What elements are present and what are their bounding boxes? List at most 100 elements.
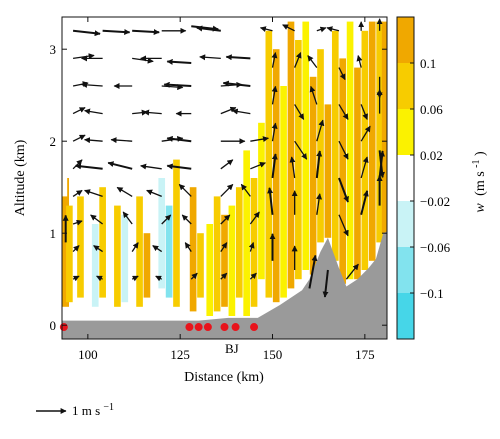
w-cell bbox=[69, 67, 77, 188]
y-tick-label: 3 bbox=[50, 42, 57, 57]
w-cell bbox=[265, 30, 273, 298]
wind-vector bbox=[250, 162, 266, 170]
x-tick-label: 175 bbox=[355, 347, 375, 362]
wind-vector bbox=[294, 52, 302, 68]
x-axis-label: Distance (km) bbox=[184, 370, 264, 385]
wind-vector bbox=[308, 254, 318, 289]
wind-vector bbox=[338, 67, 346, 81]
w-cell bbox=[189, 187, 197, 312]
wind-vector bbox=[84, 108, 103, 115]
colorbar-bin bbox=[397, 247, 414, 293]
wind-vector bbox=[282, 24, 295, 32]
w-cell bbox=[106, 233, 114, 293]
wind-vector bbox=[93, 245, 103, 253]
colorbar-bin bbox=[397, 17, 414, 63]
w-cell bbox=[295, 40, 302, 280]
w-cell bbox=[180, 214, 188, 293]
wind-vector bbox=[96, 275, 103, 282]
wind-vector bbox=[315, 150, 323, 179]
w-cell bbox=[66, 205, 73, 303]
w-cell bbox=[272, 49, 280, 303]
w-cell bbox=[213, 196, 221, 312]
wind-vector bbox=[307, 55, 318, 68]
observation-point bbox=[185, 323, 194, 332]
colorbar-tick-label: 0.02 bbox=[420, 148, 443, 163]
wind-vector bbox=[271, 153, 278, 179]
scale-arrow-legend: 1 m s −1 bbox=[36, 402, 114, 418]
wind-vector bbox=[72, 219, 83, 226]
terrain bbox=[62, 231, 387, 339]
w-cell bbox=[158, 178, 166, 289]
wind-vector bbox=[249, 272, 257, 280]
w-cell bbox=[114, 205, 121, 307]
terrain-area bbox=[62, 231, 387, 339]
w-cell bbox=[280, 86, 287, 298]
w-cell bbox=[324, 104, 332, 238]
w-cell bbox=[221, 214, 228, 307]
x-tick-label: 100 bbox=[78, 347, 98, 362]
w-cell bbox=[165, 205, 173, 298]
wind-vector bbox=[81, 81, 103, 88]
observation-point bbox=[250, 323, 259, 332]
observation-point bbox=[231, 323, 240, 332]
w-cell bbox=[361, 30, 369, 270]
wind-vector bbox=[72, 29, 101, 37]
x-tick-label: 125 bbox=[170, 347, 190, 362]
wind-vector bbox=[132, 29, 160, 35]
w-cell bbox=[117, 122, 125, 151]
wind-vector bbox=[152, 245, 163, 253]
wind-vector bbox=[225, 54, 251, 61]
w-cell bbox=[381, 21, 387, 234]
wind-vector bbox=[338, 140, 349, 160]
wind-vector bbox=[116, 186, 133, 197]
colorbar-label-unit: (m s bbox=[473, 171, 488, 196]
w-cell bbox=[250, 21, 258, 40]
w-cell bbox=[199, 58, 206, 114]
wind-vector bbox=[338, 104, 349, 120]
wind-vector bbox=[322, 269, 329, 298]
w-field-cells bbox=[62, 21, 387, 316]
w-cell bbox=[232, 30, 239, 105]
wind-vector bbox=[90, 214, 104, 225]
wind-vector bbox=[72, 134, 86, 142]
observation-point bbox=[203, 323, 212, 332]
wind-vector bbox=[122, 211, 133, 225]
w-cell bbox=[77, 196, 84, 298]
colorbar-bin bbox=[397, 293, 414, 339]
colorbar-bin bbox=[397, 155, 414, 201]
wind-vector bbox=[161, 214, 172, 225]
w-cell bbox=[128, 168, 136, 289]
wind-vector bbox=[131, 275, 139, 282]
wind-vector bbox=[166, 163, 192, 170]
wind-vector bbox=[184, 242, 192, 252]
scale-arrow-exponent: −1 bbox=[103, 402, 114, 413]
wind-vector bbox=[220, 272, 228, 280]
wind-vector bbox=[143, 109, 162, 116]
wind-vector bbox=[345, 263, 359, 280]
wind-vector bbox=[72, 275, 80, 282]
w-cell bbox=[197, 233, 204, 298]
scale-arrow-label: 1 m s −1 bbox=[72, 402, 114, 418]
wind-vector bbox=[190, 272, 198, 280]
w-cell bbox=[302, 21, 310, 270]
wind-vector bbox=[294, 140, 308, 160]
wind-vector bbox=[107, 161, 133, 170]
scale-arrow-unit: 1 m s bbox=[72, 403, 100, 418]
wind-vector bbox=[316, 26, 327, 33]
wind-vector bbox=[294, 104, 305, 120]
w-cell bbox=[235, 187, 243, 298]
w-cell bbox=[346, 21, 354, 280]
wind-vector bbox=[356, 55, 363, 68]
y-tick-label: 1 bbox=[50, 226, 57, 241]
w-cell bbox=[317, 49, 324, 243]
wind-vector bbox=[249, 211, 260, 225]
w-cell bbox=[62, 104, 68, 197]
wind-vector bbox=[248, 242, 255, 252]
wind-vector bbox=[178, 183, 192, 197]
observation-point bbox=[59, 323, 68, 332]
colorbar-tick-label: −0.02 bbox=[420, 194, 450, 209]
wind-vector bbox=[250, 136, 269, 143]
colorbar-tick-label: 0.06 bbox=[420, 102, 443, 117]
wind-vector bbox=[309, 85, 318, 105]
wind-vector bbox=[84, 137, 103, 144]
